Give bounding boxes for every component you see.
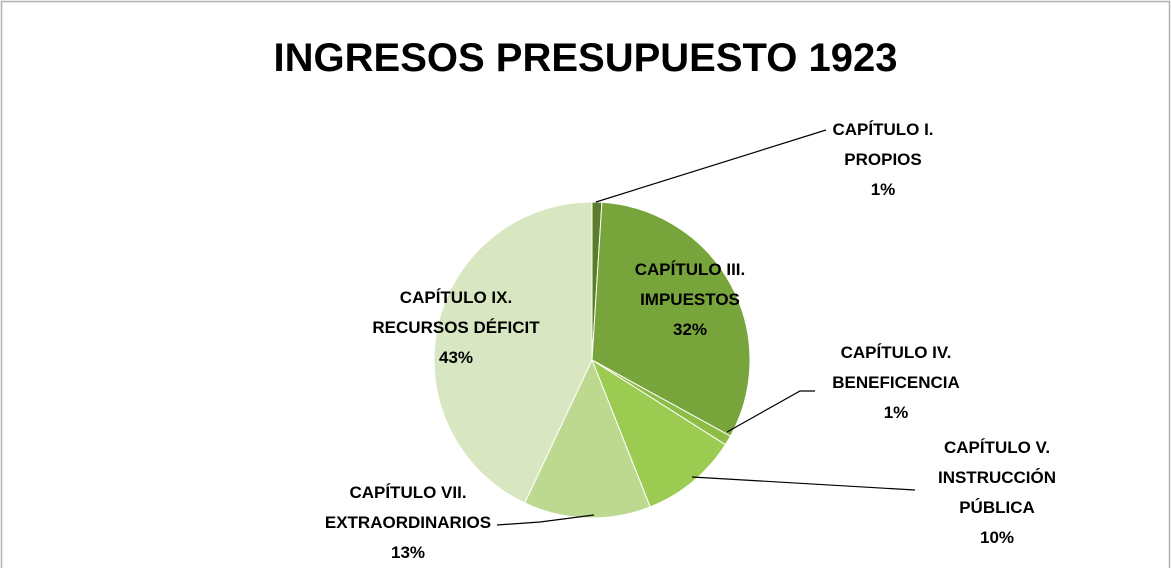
- category-label: CAPÍTULO V. INSTRUCCIÓN PÚBLICA: [937, 438, 1057, 517]
- leader-lines: [496, 129, 916, 526]
- value-label: 10%: [979, 528, 1015, 547]
- pie-slice: [591, 201, 751, 437]
- value-label: 32%: [672, 320, 708, 339]
- pie: [433, 201, 751, 519]
- data-label: CAPÍTULO IV. BENEFICENCIA 1%: [811, 338, 981, 428]
- leader-line: [595, 129, 827, 203]
- data-label: CAPÍTULO III. IMPUESTOS 32%: [605, 255, 775, 345]
- value-label: 13%: [390, 543, 426, 562]
- category-label: CAPÍTULO VII. EXTRAORDINARIOS: [324, 483, 492, 532]
- value-label: 1%: [883, 403, 909, 422]
- leader-line: [691, 476, 916, 491]
- value-label: 43%: [438, 348, 474, 367]
- value-label: 1%: [870, 180, 896, 199]
- category-label: CAPÍTULO IX. RECURSOS DÉFICIT: [372, 288, 540, 337]
- chart-title: INGRESOS PRESUPUESTO 1923: [273, 36, 898, 80]
- leader-line: [726, 390, 815, 433]
- data-label: CAPÍTULO I. PROPIOS 1%: [803, 115, 963, 205]
- data-label: CAPÍTULO VII. EXTRAORDINARIOS 13%: [308, 478, 508, 568]
- category-label: CAPÍTULO I. PROPIOS: [832, 120, 934, 169]
- category-label: CAPÍTULO IV. BENEFICENCIA: [832, 343, 960, 392]
- pie-slice: [524, 358, 651, 519]
- category-label: CAPÍTULO III. IMPUESTOS: [634, 260, 746, 309]
- pie-slice: [590, 358, 727, 508]
- data-label: CAPÍTULO IX. RECURSOS DÉFICIT 43%: [356, 283, 556, 373]
- data-label: CAPÍTULO V. INSTRUCCIÓN PÚBLICA 10%: [922, 433, 1072, 553]
- pie-slice: [433, 201, 593, 504]
- leader-line: [496, 514, 595, 526]
